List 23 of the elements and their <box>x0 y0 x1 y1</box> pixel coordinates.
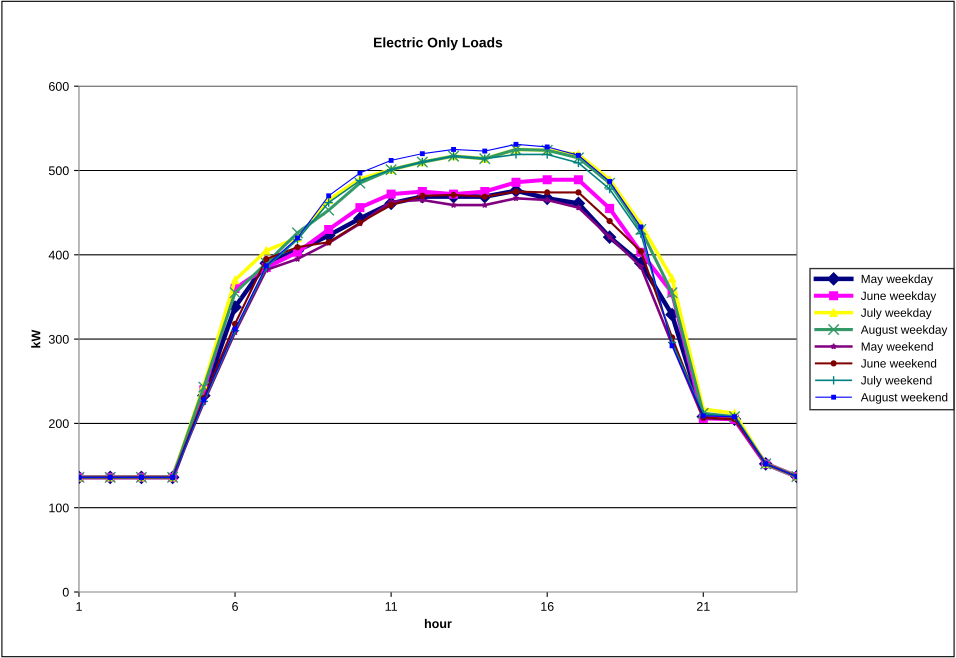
y-tick-label: 600 <box>49 82 69 91</box>
x-tick-label: 16 <box>541 602 554 611</box>
legend-label: May weekday <box>862 274 933 286</box>
legend-label: August weekday <box>860 325 948 336</box>
x-tick-label: 1 <box>76 602 82 611</box>
legend-label: June weekend <box>860 358 936 368</box>
x-tick-label: 11 <box>386 602 397 611</box>
legend-label: July weekday <box>860 308 932 320</box>
y-tick-label: 200 <box>49 419 69 428</box>
chart-title: Electric Only Loads <box>374 37 502 50</box>
x-tick-label: 21 <box>696 602 710 611</box>
y-axis-title: kW <box>31 330 40 348</box>
y-tick-label: 500 <box>48 166 69 176</box>
x-tick-label: 6 <box>232 602 238 611</box>
y-tick-label: 0 <box>62 588 69 597</box>
legend-label: July weekend <box>860 376 932 387</box>
y-tick-label: 300 <box>48 334 69 344</box>
legend-label: August weekend <box>860 392 948 404</box>
y-tick-label: 100 <box>49 504 69 512</box>
y-tick-label: 400 <box>48 250 69 260</box>
x-axis-title: hour <box>424 618 452 628</box>
legend-label: May weekend <box>862 342 933 354</box>
legend-label: June weekday <box>860 291 936 302</box>
